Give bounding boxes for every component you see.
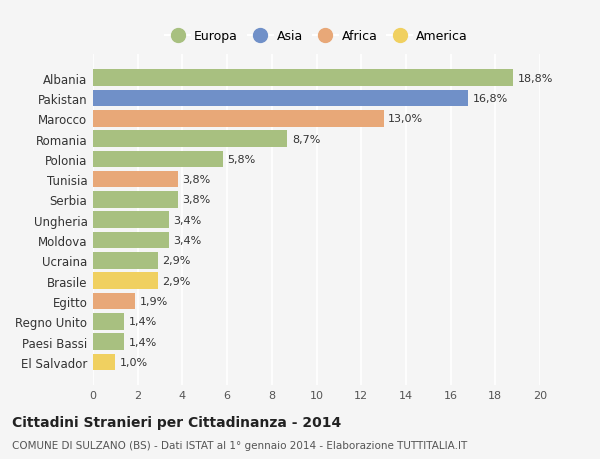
Text: 2,9%: 2,9%	[162, 276, 191, 286]
Bar	[93, 111, 383, 127]
Bar	[93, 172, 178, 188]
Text: 3,4%: 3,4%	[173, 235, 202, 246]
Text: 3,8%: 3,8%	[182, 175, 211, 185]
Text: 18,8%: 18,8%	[518, 73, 553, 84]
Text: COMUNE DI SULZANO (BS) - Dati ISTAT al 1° gennaio 2014 - Elaborazione TUTTITALIA: COMUNE DI SULZANO (BS) - Dati ISTAT al 1…	[12, 440, 467, 450]
Text: 5,8%: 5,8%	[227, 155, 256, 164]
Text: 3,4%: 3,4%	[173, 215, 202, 225]
Bar	[93, 131, 287, 147]
Text: Cittadini Stranieri per Cittadinanza - 2014: Cittadini Stranieri per Cittadinanza - 2…	[12, 415, 341, 429]
Bar	[93, 151, 223, 168]
Text: 16,8%: 16,8%	[473, 94, 508, 104]
Bar	[93, 90, 469, 107]
Text: 1,9%: 1,9%	[140, 297, 168, 307]
Text: 1,4%: 1,4%	[129, 317, 157, 327]
Bar	[93, 273, 158, 290]
Bar	[93, 293, 136, 310]
Text: 3,8%: 3,8%	[182, 195, 211, 205]
Text: 1,0%: 1,0%	[120, 357, 148, 367]
Bar	[93, 70, 513, 87]
Bar	[93, 232, 169, 249]
Bar	[93, 354, 115, 370]
Text: 2,9%: 2,9%	[162, 256, 191, 266]
Bar	[93, 334, 124, 350]
Text: 8,7%: 8,7%	[292, 134, 320, 144]
Bar	[93, 313, 124, 330]
Bar	[93, 252, 158, 269]
Text: 1,4%: 1,4%	[129, 337, 157, 347]
Legend: Europa, Asia, Africa, America: Europa, Asia, Africa, America	[160, 25, 473, 48]
Text: 13,0%: 13,0%	[388, 114, 423, 124]
Bar	[93, 212, 169, 229]
Bar	[93, 192, 178, 208]
